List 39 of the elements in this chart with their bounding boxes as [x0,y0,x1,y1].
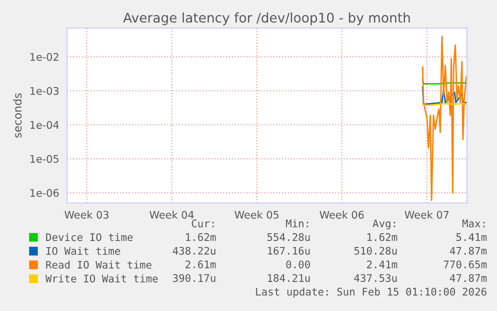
text: Min: [286,219,308,228]
x-tick-label: Week 07 [404,210,449,219]
text: 510.28u [354,246,397,255]
text: 1.62m [186,233,216,242]
y-tick-label: 1e-04 [30,120,59,129]
legend-label: Write IO Wait time [45,274,158,282]
y-axis-title: seconds [13,93,22,138]
x-tick-label: Week 05 [234,210,278,219]
x-tick-label: Week 04 [150,210,194,219]
text: Max: [462,220,485,228]
text: Avg: [372,220,396,230]
y-tick-label: 1e-03 [30,86,59,95]
text: 2.61m [186,260,216,268]
legend-label: Read IO Wait time [46,260,152,269]
y-tick-label: 1e-02 [30,52,58,61]
legend-label: IO Wait time [46,246,120,255]
text: 770.65m [444,260,487,268]
text: 2.41m [367,260,398,268]
line-series [422,86,467,105]
text: 390.17u [172,274,216,282]
text: 0.00 [286,260,310,268]
text: 5.41m [456,233,487,242]
text: Last update: Sun Feb 15 01:10:00 2026 [256,288,486,298]
chart-title: Average latency for /dev/loop10 - by month [123,12,410,26]
x-tick-label: Week 03 [64,210,108,219]
text: 184.21u [268,274,310,282]
y-tick-label: 1e-05 [30,154,58,163]
text: 554.28u [267,233,310,242]
text: 47.87m [450,246,487,255]
legend-label: Device IO time [46,233,133,242]
text: 438.22u [172,246,216,255]
text: Cur: [192,220,214,228]
y-tick-label: 1e-06 [30,188,59,197]
line-series [422,36,467,201]
text: 167.16u [268,246,310,255]
x-tick-label: Week 06 [320,210,364,219]
text: 47.87m [450,274,487,282]
text: 1.62m [367,233,398,242]
text: 437.53u [354,274,397,282]
